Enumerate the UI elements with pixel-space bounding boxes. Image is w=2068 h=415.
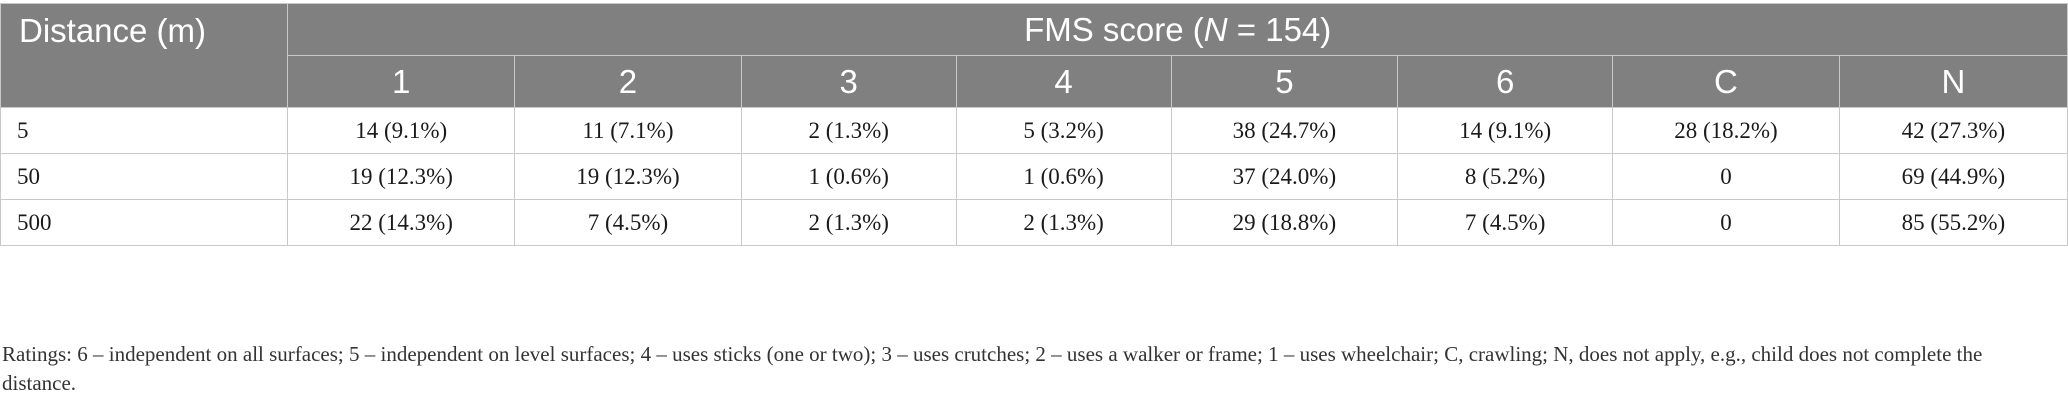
table-cell: 11 (7.1%) — [514, 107, 742, 154]
table-cell: 14 (9.1%) — [287, 107, 516, 154]
column-header: 3 — [740, 55, 957, 108]
fms-header-n: N — [1203, 10, 1228, 48]
table-cell: 7 (4.5%) — [1397, 199, 1614, 246]
table-cell: 1 (0.6%) — [740, 153, 957, 200]
table-cell: 8 (5.2%) — [1397, 153, 1614, 200]
table-footnote: Ratings: 6 – independent on all surfaces… — [2, 342, 1983, 395]
table-cell: 14 (9.1%) — [1397, 107, 1614, 154]
column-header: 5 — [1170, 55, 1399, 108]
table-cell: 28 (18.2%) — [1612, 107, 1840, 154]
table-cell: 85 (55.2%) — [1838, 199, 2068, 246]
table-cell: 69 (44.9%) — [1838, 153, 2068, 200]
distance-column-header: Distance (m) — [0, 3, 289, 108]
column-header: 4 — [955, 55, 1172, 108]
column-header: N — [1838, 55, 2068, 108]
distance-cell: 5 — [0, 107, 289, 154]
table-cell: 38 (24.7%) — [1170, 107, 1399, 154]
fms-score-group-header: FMS score (N = 154) — [287, 3, 2068, 56]
table-cell: 29 (18.8%) — [1170, 199, 1399, 246]
table-cell: 2 (1.3%) — [955, 199, 1172, 246]
table-cell: 0 — [1612, 153, 1840, 200]
distance-cell: 50 — [0, 153, 289, 200]
table-cell: 7 (4.5%) — [514, 199, 742, 246]
column-header: 2 — [514, 55, 742, 108]
table-row: 500 22 (14.3%) 7 (4.5%) 2 (1.3%) 2 (1.3%… — [0, 199, 2068, 246]
fms-score-table: Distance (m) FMS score (N = 154) 1 2 3 4… — [0, 3, 2068, 246]
table-row: 5 14 (9.1%) 11 (7.1%) 2 (1.3%) 5 (3.2%) … — [0, 107, 2068, 154]
table-cell: 2 (1.3%) — [740, 199, 957, 246]
table-row: 50 19 (12.3%) 19 (12.3%) 1 (0.6%) 1 (0.6… — [0, 153, 2068, 200]
column-header: C — [1612, 55, 1840, 108]
table-cell: 42 (27.3%) — [1838, 107, 2068, 154]
column-header: 6 — [1397, 55, 1614, 108]
table-cell: 19 (12.3%) — [287, 153, 516, 200]
fms-header-suffix: = 154) — [1227, 10, 1332, 48]
column-header: 1 — [287, 55, 516, 108]
table-cell: 2 (1.3%) — [740, 107, 957, 154]
fms-header-prefix: FMS score ( — [1024, 10, 1204, 48]
table-cell: 5 (3.2%) — [955, 107, 1172, 154]
table-cell: 0 — [1612, 199, 1840, 246]
table-cell: 22 (14.3%) — [287, 199, 516, 246]
table-cell: 37 (24.0%) — [1170, 153, 1399, 200]
header-row-group: Distance (m) FMS score (N = 154) — [0, 3, 2068, 108]
table-cell: 1 (0.6%) — [955, 153, 1172, 200]
header-row-columns: 1 2 3 4 5 6 C N — [1, 55, 2068, 108]
distance-cell: 500 — [0, 199, 289, 246]
table-cell: 19 (12.3%) — [514, 153, 742, 200]
